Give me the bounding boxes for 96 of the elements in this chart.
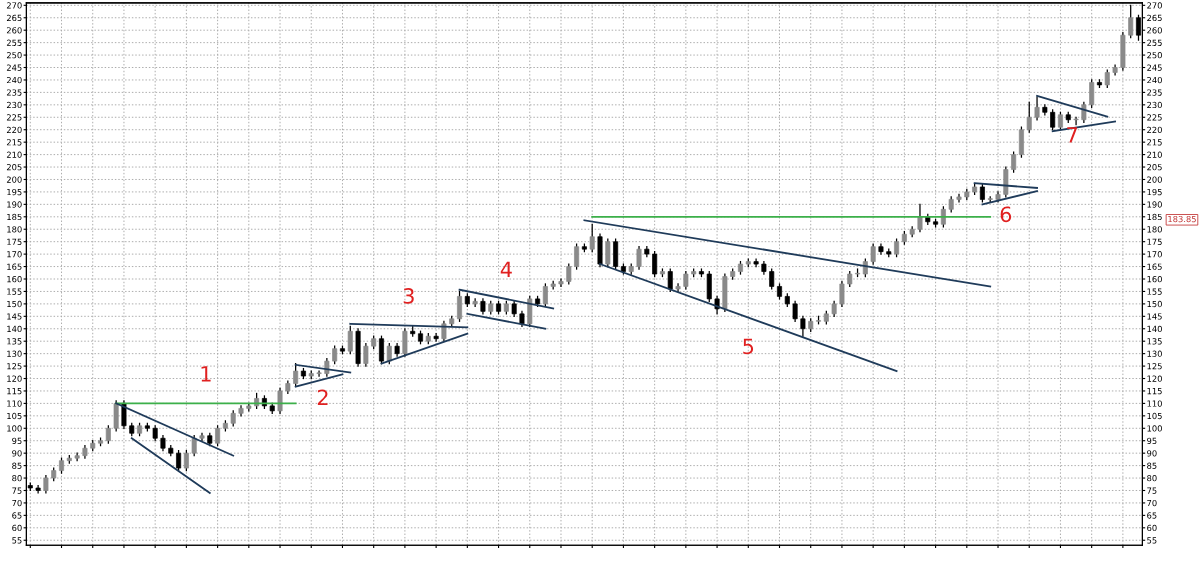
y-tick-label: 80 xyxy=(12,475,22,482)
y-tick-label: 240 xyxy=(6,76,22,84)
y-tick-label: 195 xyxy=(7,188,22,196)
y2-tick-label: 150 xyxy=(1147,300,1162,308)
series-label: 6 xyxy=(1000,206,1012,223)
y-tick-label: 205 xyxy=(6,164,22,171)
y2-tick-label: 155 xyxy=(1147,288,1162,295)
y-tick-label: 175 xyxy=(7,238,22,245)
y-tick-label: 220 xyxy=(6,126,22,133)
y-tick-label: 90 xyxy=(12,450,22,457)
y-tick-label: 75 xyxy=(12,487,22,494)
y2-tick-label: 245 xyxy=(1147,64,1162,71)
y2-tick-label: 95 xyxy=(1147,437,1157,445)
y-tick-label: 215 xyxy=(6,139,22,146)
y-tick-label: 130 xyxy=(7,350,22,357)
y2-tick-label: 100 xyxy=(1147,425,1162,432)
y-tick-label: 120 xyxy=(7,375,22,382)
y2-tick-label: 230 xyxy=(1147,101,1162,109)
y-tick-label: 255 xyxy=(6,39,22,46)
y2-tick-label: 260 xyxy=(1147,27,1162,34)
y-tick-label: 270 xyxy=(6,2,22,9)
y2-tick-label: 210 xyxy=(1147,151,1162,158)
y-tick-label: 135 xyxy=(7,338,22,345)
y-tick-label: 85 xyxy=(12,462,22,469)
y-tick-label: 200 xyxy=(6,176,22,183)
series-label: 5 xyxy=(743,338,754,355)
y2-tick-label: 225 xyxy=(1147,114,1162,121)
y2-tick-label: 105 xyxy=(1147,412,1162,420)
y2-tick-label: 125 xyxy=(1147,363,1162,370)
y-tick-label: 260 xyxy=(6,27,22,34)
series-label: 2 xyxy=(317,389,328,405)
y-tick-label: 160 xyxy=(7,275,22,283)
y2-tick-label: 115 xyxy=(1147,388,1162,395)
y-tick-label: 105 xyxy=(7,412,22,420)
y2-tick-label: 65 xyxy=(1147,512,1157,519)
y-tick-label: 100 xyxy=(7,425,22,432)
y-tick-label: 210 xyxy=(6,151,22,158)
y2-tick-label: 215 xyxy=(1147,139,1162,146)
y2-tick-label: 140 xyxy=(1147,325,1162,333)
y2-tick-label: 195 xyxy=(1147,188,1162,196)
y2-tick-label: 75 xyxy=(1147,487,1157,494)
y-tick-label: 115 xyxy=(7,388,22,395)
series-label: 7 xyxy=(1067,127,1078,143)
y2-tick-label: 160 xyxy=(1147,275,1162,283)
y-tick-label: 235 xyxy=(6,89,22,96)
y-tick-label: 110 xyxy=(7,400,22,407)
y2-tick-label: 200 xyxy=(1147,176,1162,183)
y2-tick-label: 235 xyxy=(1147,89,1162,96)
y-tick-label: 180 xyxy=(7,226,22,233)
y2-tick-label: 170 xyxy=(1147,251,1162,258)
y-tick-label: 185 xyxy=(7,213,22,221)
y2-tick-label: 175 xyxy=(1147,238,1162,245)
y-tick-label: 170 xyxy=(7,251,22,258)
y-tick-label: 155 xyxy=(7,288,22,295)
y2-tick-label: 250 xyxy=(1147,52,1162,59)
y-tick-label: 245 xyxy=(6,64,22,71)
y2-tick-label: 165 xyxy=(1147,263,1162,270)
y2-tick-label: 70 xyxy=(1147,499,1157,507)
y2-tick-label: 130 xyxy=(1147,350,1162,357)
y2-tick-label: 190 xyxy=(1147,201,1162,208)
y-tick-label: 250 xyxy=(6,52,22,59)
y2-tick-label: 265 xyxy=(1147,14,1162,22)
y-tick-label: 225 xyxy=(6,114,22,121)
y-tick-label: 65 xyxy=(12,512,22,519)
y-tick-label: 150 xyxy=(7,300,22,308)
y2-tick-label: 255 xyxy=(1147,39,1162,46)
series-label: 3 xyxy=(403,288,414,304)
y-tick-label: 265 xyxy=(6,14,22,22)
series-label: 1 xyxy=(201,366,211,382)
y2-tick-label: 80 xyxy=(1147,475,1157,482)
y-tick-label: 145 xyxy=(7,313,22,320)
y-tick-label: 140 xyxy=(7,325,22,333)
y2-tick-label: 135 xyxy=(1147,338,1162,345)
y-tick-label: 165 xyxy=(7,263,22,270)
y2-tick-label: 205 xyxy=(1147,164,1162,171)
y2-tick-label: 120 xyxy=(1147,375,1162,382)
y2-tick-label: 145 xyxy=(1147,313,1162,320)
y2-tick-label: 55 xyxy=(1147,537,1157,544)
y2-tick-label: 270 xyxy=(1147,2,1162,9)
y-tick-label: 60 xyxy=(12,524,22,532)
y-tick-label: 125 xyxy=(7,363,22,370)
text: 183.85 xyxy=(1168,215,1196,223)
y2-tick-label: 85 xyxy=(1147,462,1157,469)
y2-tick-label: 220 xyxy=(1147,126,1162,133)
y2-tick-label: 60 xyxy=(1147,524,1157,532)
series-label: 4 xyxy=(500,261,512,277)
y-tick-label: 230 xyxy=(6,101,22,109)
y-tick-label: 55 xyxy=(12,537,22,544)
y-tick-label: 70 xyxy=(12,499,22,507)
y2-tick-label: 185 xyxy=(1147,213,1162,221)
y2-tick-label: 110 xyxy=(1147,400,1162,407)
y2-tick-label: 240 xyxy=(1147,76,1162,84)
y-tick-label: 190 xyxy=(7,201,22,208)
y-tick-label: 95 xyxy=(12,437,22,445)
y2-tick-label: 90 xyxy=(1147,450,1157,457)
y2-tick-label: 180 xyxy=(1147,226,1162,233)
